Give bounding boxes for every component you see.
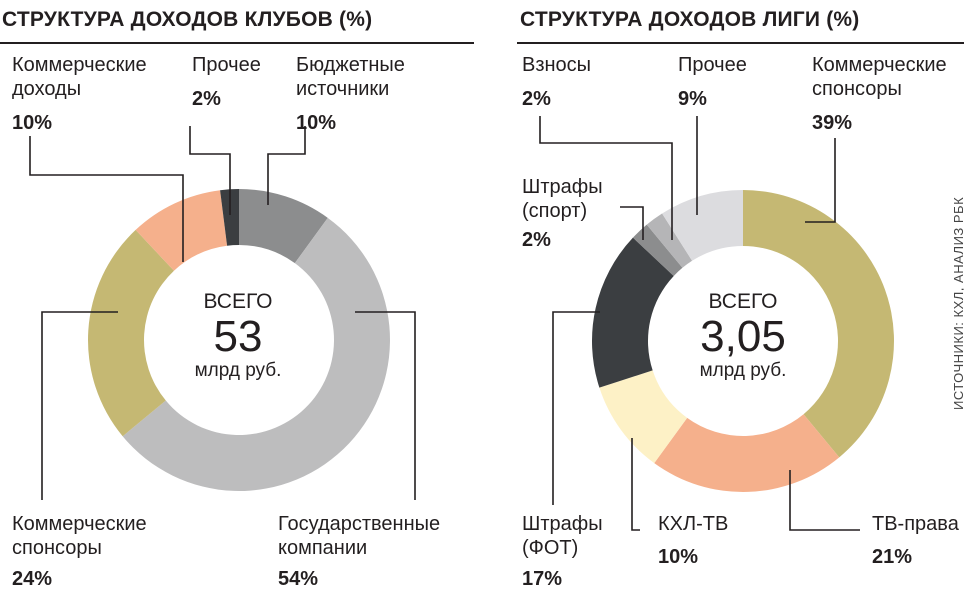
pct-khl-tv: 10% (658, 546, 699, 568)
league-total: ВСЕГО 3,05 млрд руб. (643, 290, 843, 382)
label-league-other: Прочее (678, 54, 747, 76)
clubs-chart-title: СТРУКТУРА ДОХОДОВ КЛУБОВ (%) (2, 8, 373, 31)
pct-league-other: 9% (678, 88, 707, 110)
leader-line (552, 311, 600, 505)
donut-slice (743, 190, 894, 458)
total-caption: ВСЕГО (708, 290, 778, 313)
pct-fines-fot: 17% (522, 568, 563, 590)
pct-budget: 10% (296, 112, 337, 134)
donut-slice (599, 370, 688, 464)
label-fines-sport: Штрафы (спорт) (522, 176, 603, 222)
total-value: 53 (213, 312, 263, 361)
donut-slice (632, 224, 683, 276)
source-note: ИСТОЧНИКИ: КХЛ, АНАЛИЗ РБК (951, 196, 964, 410)
pct-state-companies: 54% (278, 568, 319, 590)
leader-line (631, 438, 640, 531)
donut-slice (662, 190, 743, 261)
pct-commercial-sponsors: 24% (12, 568, 53, 590)
leader-line (29, 136, 184, 262)
total-unit: млрд руб. (194, 360, 282, 381)
leader-line (805, 138, 836, 223)
label-fees: Взносы (522, 54, 592, 76)
label-tv-rights: ТВ-права (872, 513, 959, 535)
pct-tv-rights: 21% (872, 546, 913, 568)
leader-line (539, 116, 673, 240)
label-commercial-sponsors: Коммерческие спонсоры (12, 513, 147, 559)
label-commercial-income: Коммерческие доходы (12, 54, 147, 100)
leader-line (789, 470, 860, 531)
donut-slice (122, 217, 390, 491)
title-rule (0, 42, 474, 44)
leader-line (41, 311, 118, 500)
league-chart-title: СТРУКТУРА ДОХОДОВ ЛИГИ (%) (520, 8, 860, 31)
total-unit: млрд руб. (699, 360, 787, 381)
leader-line (355, 311, 416, 500)
title-rule (517, 42, 964, 44)
donut-slice (87, 229, 174, 437)
label-fines-fot: Штрафы (ФОТ) (522, 513, 603, 559)
donut-slice (135, 190, 228, 271)
label-khl-tv: КХЛ-ТВ (658, 513, 729, 535)
leader-line (189, 126, 231, 215)
total-caption: ВСЕГО (203, 290, 273, 313)
pct-commercial-income: 10% (12, 112, 53, 134)
leader-line (620, 206, 644, 240)
label-other: Прочее (192, 54, 261, 76)
leader-line (267, 126, 306, 205)
clubs-total: ВСЕГО 53 млрд руб. (138, 290, 338, 382)
donut-slice (646, 213, 693, 268)
label-state-companies: Государственные компании (278, 513, 441, 559)
donut-slice (220, 189, 239, 246)
label-league-sponsors: Коммерческие спонсоры (812, 54, 947, 100)
label-budget: Бюджетные источники (296, 54, 405, 100)
donut-slice (654, 414, 840, 492)
donut-slice (592, 237, 674, 388)
pct-fines-sport: 2% (522, 229, 551, 251)
pct-fees: 2% (522, 88, 551, 110)
donut-slice (239, 189, 328, 264)
total-value: 3,05 (700, 312, 786, 361)
pct-other: 2% (192, 88, 221, 110)
pct-league-sponsors: 39% (812, 112, 853, 134)
